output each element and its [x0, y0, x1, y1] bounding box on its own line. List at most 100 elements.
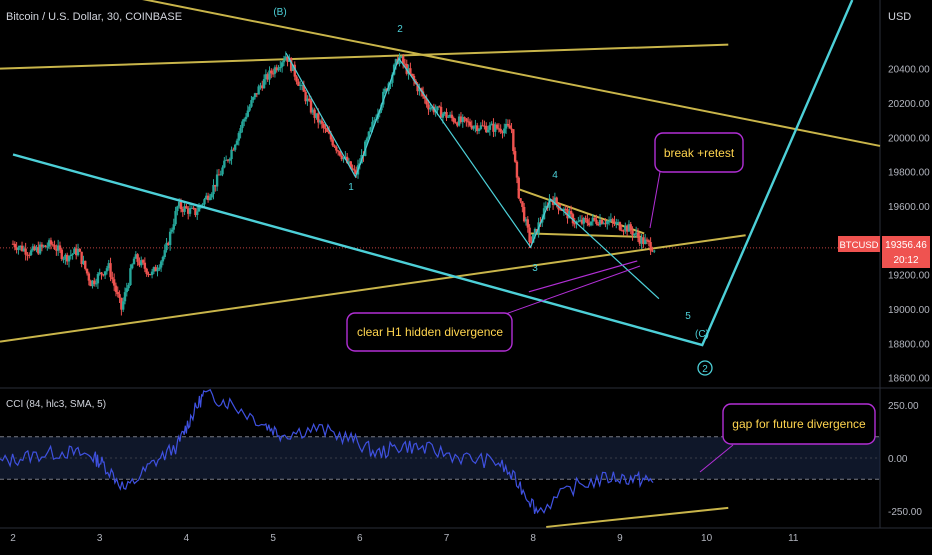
time-tick-label: 4 — [184, 533, 190, 544]
time-tick-label: 9 — [617, 533, 623, 544]
candle-body — [616, 222, 620, 224]
candle-body — [454, 122, 457, 124]
trendline-layer[interactable] — [0, 0, 881, 343]
candle-body — [237, 133, 240, 141]
wave-label-1: 1 — [348, 182, 354, 193]
candle-body — [548, 199, 551, 208]
candle-body — [562, 208, 566, 211]
candle-body — [553, 197, 557, 205]
candle-body — [112, 279, 116, 286]
candle-body — [140, 260, 143, 266]
candle-body — [373, 120, 376, 122]
cci-title[interactable]: CCI (84, hlc3, SMA, 5) — [6, 399, 106, 410]
wave-label-circle-2: 2 — [702, 364, 708, 375]
candle-body — [107, 263, 110, 269]
candle-body — [329, 133, 333, 140]
symbol-title[interactable]: Bitcoin / U.S. Dollar, 30, COINBASE — [6, 11, 182, 23]
candle-body — [49, 240, 53, 245]
candle-body — [367, 131, 371, 139]
candle-body — [309, 100, 313, 113]
trendline[interactable] — [0, 43, 729, 70]
candle-body — [584, 218, 587, 220]
divergence-line[interactable] — [528, 260, 638, 293]
candle-body — [235, 140, 239, 145]
trendline[interactable] — [530, 232, 642, 238]
trendline[interactable] — [113, 0, 881, 147]
candle-body — [389, 82, 392, 84]
candle-body — [636, 232, 640, 238]
ticker-badge — [838, 236, 880, 252]
candle-body — [129, 268, 132, 286]
candle-body — [277, 68, 280, 71]
candle-body — [47, 240, 51, 247]
candle-body — [141, 260, 145, 263]
candle-body — [190, 207, 194, 209]
candle-body — [197, 206, 201, 212]
ticker-text: BTCUSD — [839, 240, 878, 251]
trendline[interactable] — [517, 187, 645, 235]
candle-body — [69, 254, 73, 257]
wave-label-5: 5 — [685, 311, 691, 322]
wave-label-b: (B) — [273, 7, 286, 18]
candle-body — [515, 161, 519, 178]
candle-body — [255, 93, 259, 95]
candle-body — [582, 218, 585, 224]
candle-body — [513, 151, 517, 162]
candle-body — [559, 209, 562, 211]
candle-body — [300, 84, 304, 86]
candle-body — [615, 222, 618, 225]
future-divergence-callout[interactable] — [722, 403, 876, 445]
wave-projection[interactable] — [12, 0, 854, 347]
candle-body — [492, 123, 495, 132]
candle-body — [519, 198, 522, 202]
candle-body — [165, 242, 168, 251]
candle-body — [55, 249, 58, 251]
candle-body — [606, 221, 609, 224]
candle-body — [533, 229, 537, 235]
candle-body — [219, 174, 222, 176]
candle-body — [304, 91, 307, 102]
wave-layer[interactable] — [12, 0, 854, 347]
candle-body — [71, 253, 74, 255]
candle-body — [438, 106, 441, 108]
candle-body — [210, 194, 213, 198]
candle-body — [134, 254, 138, 259]
candle-body — [427, 104, 430, 110]
candle-body — [243, 119, 246, 122]
candle-body — [138, 261, 141, 266]
candle-body — [477, 129, 481, 132]
wave-path[interactable] — [285, 52, 660, 300]
candle-body — [353, 169, 356, 171]
hidden-divergence-callout[interactable] — [346, 312, 513, 352]
candle-body — [345, 156, 349, 163]
candle-body — [510, 128, 513, 130]
candle-body — [22, 248, 26, 251]
price-tick-label: 19200.00 — [888, 271, 930, 282]
candle-body — [280, 62, 284, 67]
candle-body — [172, 224, 175, 230]
candle-body — [474, 125, 477, 127]
candle-body — [494, 124, 497, 132]
candle-body — [121, 301, 125, 310]
candle-body — [46, 246, 49, 248]
candle-body — [593, 217, 596, 220]
trendline[interactable] — [0, 234, 746, 343]
hidden-divergence-text: clear H1 hidden divergence — [357, 325, 503, 339]
candle-body — [647, 240, 651, 243]
candle-body — [634, 232, 638, 234]
candle-body — [62, 258, 65, 260]
candle-body — [412, 75, 416, 81]
candle-body — [423, 96, 427, 99]
wave-circle-2-marker — [697, 360, 713, 376]
candle-body — [123, 292, 127, 302]
candle-body — [461, 117, 464, 122]
candle-body — [326, 128, 329, 132]
candle-body — [483, 125, 486, 127]
cci-trendline — [546, 506, 729, 528]
price-tick-label: 20000.00 — [888, 133, 930, 144]
break-retest-callout[interactable] — [654, 132, 744, 173]
candle-body — [279, 66, 282, 69]
candle-body — [73, 248, 76, 254]
candle-body — [317, 113, 320, 123]
